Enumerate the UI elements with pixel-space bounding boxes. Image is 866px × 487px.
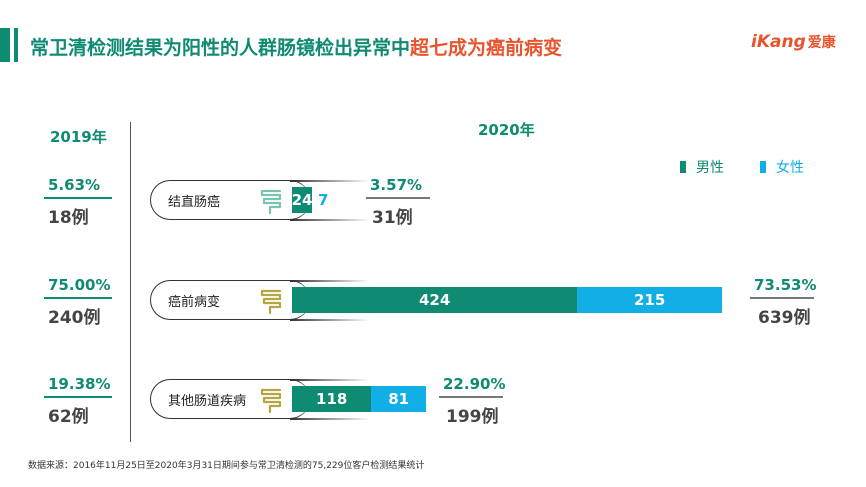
title-accent-bar-thin [14, 28, 18, 62]
year-2019-percent: 19.38% [48, 375, 111, 393]
year-2020-count: 639例 [758, 308, 811, 328]
category-frame-fade [290, 180, 370, 182]
year-2020-underline [750, 297, 814, 299]
legend-female-label: 女性 [776, 160, 804, 176]
year-2019-underline [44, 396, 112, 398]
category-frame-fade [290, 379, 370, 381]
year-2020-count: 31例 [372, 208, 413, 228]
divider-line [130, 122, 131, 442]
category-frame-fade [290, 280, 370, 282]
bar-female: 7 [318, 191, 329, 209]
year-2020-underline [439, 396, 503, 398]
category-frame [150, 280, 310, 320]
bar-male: 24 [292, 187, 312, 213]
legend-female-swatch [760, 161, 766, 173]
brand-logo: iKang 爱康 [751, 32, 836, 52]
year-2019-underline [44, 197, 112, 199]
title-accent-bar [0, 28, 10, 62]
year-2019-header: 2019年 [50, 128, 107, 146]
category-frame [150, 180, 310, 220]
intestine-icon [258, 285, 284, 315]
year-2020-underline [366, 197, 430, 199]
legend-male-swatch [680, 161, 686, 173]
year-2020-percent: 73.53% [754, 276, 817, 294]
category-frame [150, 379, 310, 419]
year-2020-percent: 22.90% [443, 375, 506, 393]
footnote: 数据来源：2016年11月25日至2020年3月31日期间参与常卫清检测的75,… [28, 461, 425, 471]
category-label: 结直肠癌 [168, 195, 221, 210]
legend-female: 女性 [760, 157, 804, 177]
intestine-icon [258, 384, 284, 414]
category-frame-fade [290, 219, 370, 221]
bar-female: 81 [371, 386, 426, 412]
brand-zh: 爱康 [807, 35, 836, 51]
title-highlight: 超七成为癌前病变 [410, 37, 563, 59]
year-2020-percent: 3.57% [370, 176, 423, 194]
legend-male-label: 男性 [696, 160, 724, 176]
year-2019-percent: 5.63% [48, 176, 101, 194]
year-2019-underline [44, 297, 112, 299]
title-main: 常卫清检测结果为阳性的人群肠镜检出异常中 [30, 37, 411, 59]
year-2019-count: 240例 [48, 308, 101, 328]
bar-male: 118 [292, 386, 372, 412]
year-2019-percent: 75.00% [48, 276, 111, 294]
category-label: 其他肠道疾病 [168, 394, 247, 409]
year-2019-count: 62例 [48, 407, 89, 427]
year-2019-count: 18例 [48, 208, 89, 228]
year-2020-count: 199例 [446, 407, 499, 427]
intestine-icon [258, 185, 284, 215]
legend-male: 男性 [680, 157, 724, 177]
year-2020-header: 2020年 [478, 121, 535, 139]
category-frame-fade [290, 319, 370, 321]
brand-latin: iKang [751, 32, 806, 52]
category-frame-fade [290, 418, 370, 420]
category-label: 癌前病变 [168, 295, 221, 310]
bar-female: 215 [577, 287, 722, 313]
page-title: 常卫清检测结果为阳性的人群肠镜检出异常中超七成为癌前病变 [30, 33, 562, 60]
bar-male: 424 [292, 287, 578, 313]
